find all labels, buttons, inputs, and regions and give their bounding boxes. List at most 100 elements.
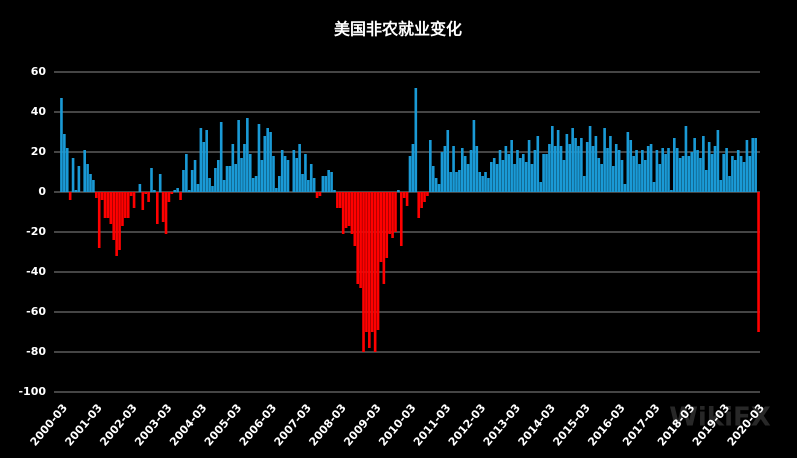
bar xyxy=(362,192,365,352)
bar xyxy=(74,190,78,192)
bar xyxy=(211,186,214,192)
bar xyxy=(673,138,676,192)
bar xyxy=(391,192,394,238)
bar xyxy=(231,144,235,192)
bar xyxy=(490,162,493,192)
bar xyxy=(699,158,702,192)
bar xyxy=(65,148,69,192)
bar xyxy=(164,192,168,234)
bar xyxy=(292,150,296,192)
bar xyxy=(350,192,354,234)
bar xyxy=(420,192,423,208)
bar xyxy=(588,126,592,192)
bar xyxy=(539,182,543,192)
bar xyxy=(92,180,95,192)
bar xyxy=(559,146,563,192)
bar xyxy=(121,192,124,226)
bar xyxy=(388,192,391,234)
bar xyxy=(524,162,528,192)
bar xyxy=(234,164,238,192)
bar xyxy=(414,88,418,192)
bar xyxy=(283,156,287,192)
bar xyxy=(376,192,380,330)
bar xyxy=(71,158,75,192)
bar xyxy=(185,154,188,192)
bar xyxy=(411,144,415,192)
bar xyxy=(466,164,470,192)
bar xyxy=(661,148,665,192)
bar xyxy=(124,192,127,218)
bar xyxy=(745,140,749,192)
bar xyxy=(243,144,246,192)
bar xyxy=(609,136,612,192)
y-tick-label: -40 xyxy=(26,265,46,278)
bar xyxy=(571,128,574,192)
bar xyxy=(710,154,714,192)
bar xyxy=(501,160,505,192)
bar xyxy=(734,160,737,192)
bar xyxy=(190,170,194,192)
bar xyxy=(341,192,345,234)
bar xyxy=(385,192,389,258)
bar xyxy=(440,152,444,192)
bar xyxy=(617,150,621,192)
bar xyxy=(481,176,484,192)
bar xyxy=(527,140,531,192)
bar xyxy=(707,142,711,192)
bar xyxy=(193,160,197,192)
bar xyxy=(498,150,502,192)
bar xyxy=(173,190,177,192)
bar xyxy=(641,150,644,192)
bar xyxy=(225,166,229,192)
bar xyxy=(272,156,275,192)
bar xyxy=(115,192,118,256)
bar xyxy=(696,150,699,192)
bar xyxy=(431,166,435,192)
bar xyxy=(620,160,624,192)
bar xyxy=(553,146,557,192)
bar xyxy=(402,192,406,198)
bar xyxy=(138,184,142,192)
bar xyxy=(219,122,223,192)
bar xyxy=(132,192,136,208)
bar xyxy=(722,154,725,192)
bar xyxy=(280,150,284,192)
bar xyxy=(446,130,450,192)
bar xyxy=(577,146,580,192)
bar xyxy=(399,192,403,246)
bar xyxy=(216,160,220,192)
bar xyxy=(757,192,760,332)
y-tick-label: -80 xyxy=(26,345,46,358)
bar xyxy=(597,158,601,192)
bar xyxy=(309,164,313,192)
bar xyxy=(716,130,720,192)
bar xyxy=(728,176,731,192)
bar xyxy=(312,178,316,192)
bar xyxy=(379,192,383,262)
bar xyxy=(63,134,66,192)
bar xyxy=(751,138,755,192)
bar xyxy=(327,170,330,192)
bar xyxy=(516,150,519,192)
bar xyxy=(495,164,499,192)
bar xyxy=(638,164,641,192)
bar xyxy=(655,150,659,192)
watermark: WikiFX xyxy=(669,403,771,433)
bar xyxy=(240,158,243,192)
bar xyxy=(690,152,694,192)
bar xyxy=(574,138,577,192)
bar xyxy=(504,146,508,192)
bar xyxy=(629,140,633,192)
y-tick-label: -60 xyxy=(26,305,46,318)
bar xyxy=(591,146,595,192)
bar xyxy=(678,158,682,192)
y-tick-label: -20 xyxy=(26,225,46,238)
bar xyxy=(298,144,301,192)
bar xyxy=(347,192,351,226)
bar xyxy=(187,190,191,192)
bar xyxy=(353,192,357,246)
bar xyxy=(228,166,232,192)
bar xyxy=(513,164,516,192)
bar xyxy=(141,192,145,210)
